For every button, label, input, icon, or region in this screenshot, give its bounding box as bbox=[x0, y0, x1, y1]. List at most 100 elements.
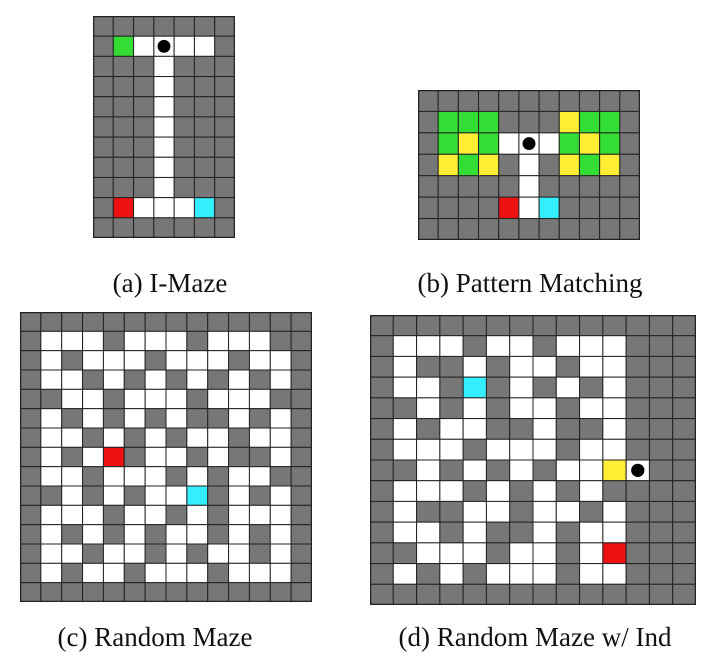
wall-cell bbox=[112, 176, 135, 199]
floor-cell bbox=[82, 504, 104, 526]
wall-cell bbox=[555, 438, 581, 461]
floor-cell bbox=[462, 418, 487, 440]
wall-cell bbox=[112, 55, 135, 78]
floor-cell bbox=[153, 156, 175, 178]
wall-cell bbox=[123, 369, 146, 390]
wall-cell bbox=[370, 376, 394, 399]
floor-cell bbox=[153, 116, 175, 138]
cyan-goal-cell bbox=[186, 485, 209, 506]
cyan-goal-cell bbox=[462, 376, 487, 399]
floor-cell bbox=[61, 543, 84, 564]
grid-border bbox=[20, 312, 312, 602]
floor-cell bbox=[165, 350, 188, 371]
floor-cell bbox=[485, 335, 511, 357]
wall-cell bbox=[672, 397, 696, 420]
floor-cell bbox=[123, 543, 146, 564]
floor-cell bbox=[165, 543, 188, 564]
wall-cell bbox=[173, 156, 195, 178]
wall-cell bbox=[672, 521, 696, 544]
wall-cell bbox=[625, 315, 650, 337]
floor-cell bbox=[532, 521, 557, 544]
wall-cell bbox=[370, 480, 394, 502]
wall-cell bbox=[370, 418, 394, 440]
floor-cell bbox=[269, 408, 292, 429]
wall-cell bbox=[186, 446, 209, 468]
floor-cell bbox=[153, 76, 175, 98]
i-maze-grid bbox=[93, 16, 235, 238]
wall-cell bbox=[290, 524, 312, 545]
wall-cell bbox=[82, 369, 104, 390]
wall-cell bbox=[418, 218, 439, 240]
floor-cell bbox=[165, 330, 188, 352]
wall-cell bbox=[509, 480, 534, 502]
wall-cell bbox=[123, 582, 146, 602]
wall-cell bbox=[133, 156, 155, 178]
wall-cell bbox=[290, 312, 312, 332]
green-cell bbox=[558, 132, 580, 155]
wall-cell bbox=[248, 446, 271, 468]
floor-cell bbox=[269, 504, 292, 526]
wall-cell bbox=[555, 397, 581, 420]
wall-cell bbox=[290, 562, 312, 584]
wall-cell bbox=[133, 217, 155, 238]
floor-cell bbox=[144, 446, 167, 468]
floor-cell bbox=[40, 369, 63, 390]
wall-cell bbox=[392, 397, 418, 420]
green-cell bbox=[457, 110, 480, 134]
wall-cell bbox=[228, 427, 250, 448]
caption-pattern-matching: (b) Pattern Matching bbox=[417, 268, 643, 298]
floor-cell bbox=[228, 369, 250, 390]
floor-cell bbox=[40, 427, 63, 448]
floor-cell bbox=[509, 397, 534, 420]
wall-cell bbox=[102, 330, 125, 352]
wall-cell bbox=[437, 196, 459, 220]
wall-cell bbox=[370, 542, 394, 565]
wall-cell bbox=[579, 315, 604, 337]
floor-cell bbox=[133, 35, 155, 57]
wall-cell bbox=[248, 582, 271, 602]
wall-cell bbox=[558, 196, 580, 220]
red-goal-cell bbox=[102, 446, 125, 468]
wall-cell bbox=[648, 315, 674, 337]
wall-cell bbox=[416, 315, 441, 337]
floor-cell bbox=[602, 335, 627, 357]
wall-cell bbox=[20, 582, 42, 602]
wall-cell bbox=[625, 542, 650, 565]
wall-cell bbox=[207, 466, 230, 487]
wall-cell bbox=[173, 96, 195, 118]
wall-cell bbox=[93, 35, 114, 57]
wall-cell bbox=[532, 315, 557, 337]
wall-cell bbox=[207, 524, 230, 545]
wall-cell bbox=[619, 175, 640, 198]
floor-cell bbox=[532, 500, 557, 523]
wall-cell bbox=[193, 217, 216, 238]
wall-cell bbox=[370, 397, 394, 420]
wall-cell bbox=[509, 315, 534, 337]
wall-cell bbox=[40, 388, 63, 410]
wall-cell bbox=[82, 485, 104, 506]
agent-dot bbox=[631, 463, 645, 477]
wall-cell bbox=[599, 218, 621, 240]
floor-cell bbox=[144, 330, 167, 352]
wall-cell bbox=[558, 175, 580, 198]
wall-cell bbox=[538, 175, 560, 198]
green-cell bbox=[599, 110, 621, 134]
wall-cell bbox=[228, 312, 250, 332]
wall-cell bbox=[153, 16, 175, 37]
wall-cell bbox=[672, 315, 696, 337]
floor-cell bbox=[538, 132, 560, 155]
wall-cell bbox=[370, 335, 394, 357]
floor-cell bbox=[509, 355, 534, 378]
wall-cell bbox=[439, 376, 464, 399]
floor-cell bbox=[602, 355, 627, 378]
floor-cell bbox=[207, 350, 230, 371]
wall-cell bbox=[40, 312, 63, 332]
floor-cell bbox=[40, 562, 63, 584]
wall-cell bbox=[555, 521, 581, 544]
wall-cell bbox=[625, 480, 650, 502]
floor-cell bbox=[186, 524, 209, 545]
wall-cell bbox=[648, 418, 674, 440]
wall-cell bbox=[61, 312, 84, 332]
floor-cell bbox=[532, 418, 557, 440]
wall-cell bbox=[133, 176, 155, 199]
